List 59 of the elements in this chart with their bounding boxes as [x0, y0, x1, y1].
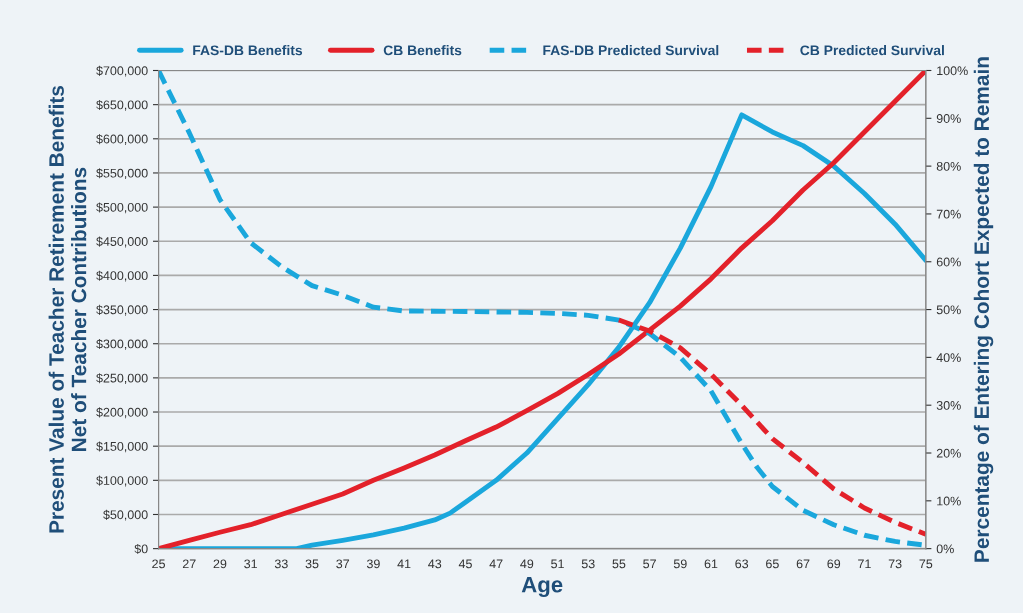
x-tick-label: 51 — [551, 559, 564, 569]
x-tick-label: 47 — [489, 559, 503, 569]
y-tick-label: $500,000 — [96, 202, 148, 214]
y2-tick-label: 40% — [936, 353, 961, 363]
y2-tick-label: 0% — [936, 544, 954, 554]
x-tick-label: 49 — [520, 559, 534, 569]
y-tick-label: $350,000 — [96, 304, 148, 316]
y-tick-label: $150,000 — [96, 441, 148, 453]
y2-tick-label: 90% — [936, 114, 961, 123]
y-tick-label: $400,000 — [96, 270, 148, 282]
y-tick-label: $200,000 — [96, 407, 148, 419]
x-tick-label: 67 — [796, 559, 810, 569]
x-tick-label: 29 — [213, 559, 227, 569]
y-tick-label: $600,000 — [96, 134, 148, 145]
y2-tick-label: 60% — [936, 257, 961, 267]
x-tick-label: 43 — [428, 559, 442, 569]
y-tick-label: $50,000 — [103, 509, 148, 521]
legend-label: CB Benefits — [383, 45, 462, 56]
y2-tick-label: 80% — [936, 161, 961, 171]
x-tick-label: 41 — [397, 559, 411, 569]
y2-tick-label: 100% — [937, 66, 968, 76]
y-tick-label: $250,000 — [96, 373, 148, 384]
x-tick-label: 45 — [458, 559, 472, 569]
x-tick-label: 75 — [919, 559, 933, 569]
x-tick-label: 39 — [366, 559, 380, 569]
y2-tick-label: 30% — [936, 400, 961, 410]
legend-label: CB Predicted Survival — [800, 45, 944, 56]
x-tick-label: 33 — [274, 559, 288, 569]
x-tick-label: 35 — [305, 559, 319, 569]
x-tick-label: 57 — [643, 559, 656, 569]
y2-tick-label: 20% — [936, 448, 961, 458]
x-tick-label: 61 — [704, 559, 718, 569]
x-tick-label: 53 — [581, 559, 595, 569]
y-tick-label: $550,000 — [96, 168, 148, 180]
y2-tick-label: 10% — [937, 496, 961, 506]
y-tick-label: $450,000 — [96, 236, 148, 248]
y2-tick-label: 50% — [936, 305, 961, 315]
x-tick-label: 37 — [336, 559, 350, 569]
legend-label: FAS-DB Benefits — [193, 45, 303, 56]
x-tick-label: 25 — [152, 559, 165, 569]
x-tick-label: 69 — [827, 559, 841, 569]
y-tick-label: $700,000 — [96, 65, 148, 77]
x-axis-title: Age — [521, 576, 563, 597]
y-tick-label: $0 — [134, 543, 148, 555]
x-tick-label: 27 — [182, 559, 196, 569]
y-axis-title: Present Value of Teacher Retirement Benefits Net of Teacher Contributions — [48, 85, 87, 533]
y2-axis-title: Percentage of Entering Cohort Expected to Remain — [973, 57, 994, 562]
x-tick-label: 71 — [858, 559, 871, 569]
y-tick-label: $300,000 — [96, 338, 148, 350]
x-tick-label: 63 — [735, 559, 749, 569]
y-tick-label: $100,000 — [96, 475, 148, 487]
x-tick-label: 73 — [888, 559, 902, 569]
legend-label: FAS-DB Predicted Survival — [543, 45, 719, 56]
x-tick-label: 31 — [244, 559, 257, 569]
y-tick-label: $650,000 — [96, 99, 148, 111]
x-tick-label: 55 — [612, 559, 626, 569]
x-tick-label: 65 — [766, 559, 779, 569]
x-tick-label: 59 — [673, 559, 687, 569]
y2-tick-label: 70% — [936, 209, 961, 219]
